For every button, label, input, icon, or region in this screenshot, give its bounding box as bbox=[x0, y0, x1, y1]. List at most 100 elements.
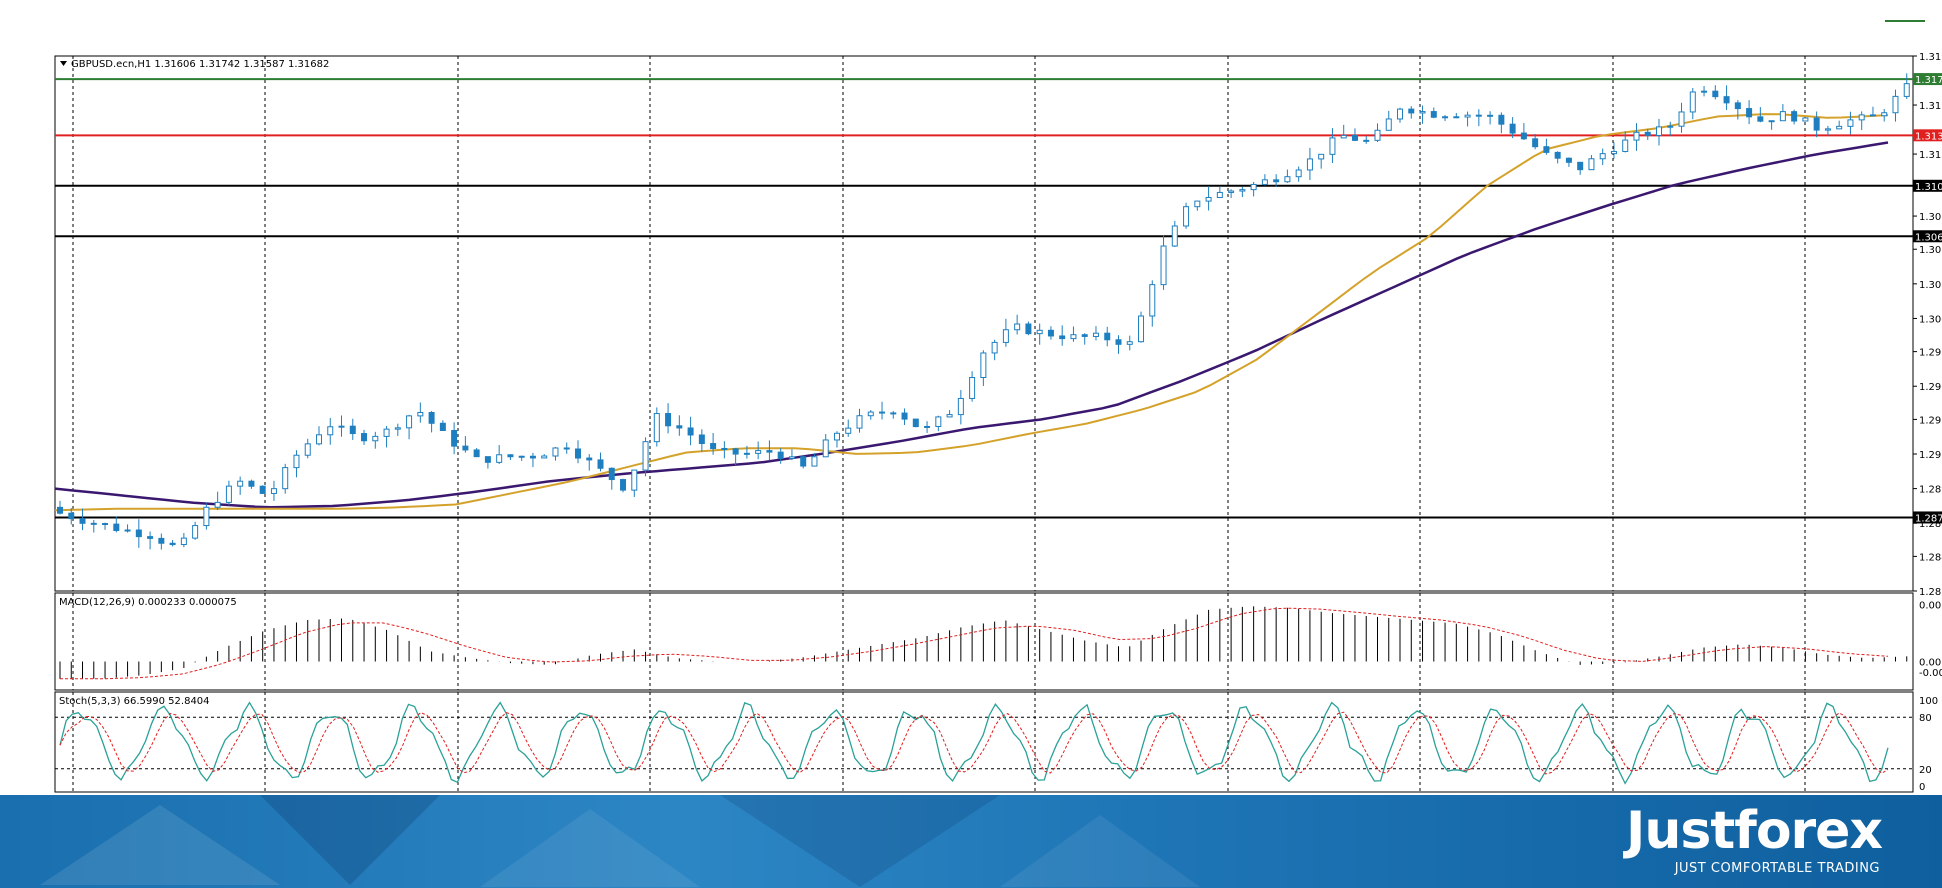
y-tick-label: 1.3056 bbox=[1919, 245, 1942, 256]
bearish-candle bbox=[563, 447, 570, 450]
stochastic-pane-frame bbox=[54, 691, 1914, 793]
bullish-candle bbox=[957, 397, 964, 416]
bearish-candle bbox=[721, 447, 728, 450]
bullish-candle bbox=[1284, 176, 1291, 183]
level-tag-box bbox=[1913, 73, 1942, 86]
bullish-candle bbox=[788, 456, 795, 459]
bearish-candle bbox=[1498, 114, 1505, 125]
bearish-candle bbox=[113, 523, 120, 531]
collapse-arrow-icon[interactable] bbox=[60, 61, 67, 66]
bearish-candle bbox=[1813, 117, 1820, 131]
bullish-candle bbox=[1464, 114, 1471, 118]
level-tag-label: 1.2870 bbox=[1915, 513, 1942, 524]
bullish-candle bbox=[1802, 117, 1809, 122]
stochastic-vertical-grid bbox=[72, 692, 1806, 792]
bearish-candle bbox=[1565, 157, 1572, 163]
bearish-candle bbox=[710, 443, 717, 449]
bullish-candle bbox=[1779, 111, 1786, 122]
y-tick-label: 1.3122 bbox=[1919, 150, 1942, 161]
bullish-candle bbox=[1385, 118, 1392, 131]
y-tick-label: 1.3190 bbox=[1919, 52, 1942, 63]
bullish-candle bbox=[1824, 128, 1831, 131]
stochastic-title: Stoch(5,3,3) 66.5990 52.8404 bbox=[59, 696, 210, 707]
macd-axis: 0.0033 0.00-0.000 bbox=[1919, 600, 1942, 678]
bearish-candle bbox=[597, 459, 604, 469]
macd-y-tick-label: -0.000 bbox=[1919, 668, 1942, 679]
bullish-candle bbox=[203, 506, 210, 527]
bearish-candle bbox=[1757, 116, 1764, 122]
bullish-candle bbox=[1014, 323, 1021, 331]
bearish-candle bbox=[1104, 332, 1111, 341]
price-pane: 1.3190 1.3156 1.3122 1.3079 1.3056 1.3032 1.30… bbox=[54, 52, 1942, 598]
brand-tagline: JUST COMFORTABLE TRADING bbox=[1674, 861, 1880, 876]
bullish-candle bbox=[642, 441, 649, 471]
bearish-candle bbox=[1577, 161, 1584, 171]
horizontal-levels bbox=[55, 78, 1913, 519]
bullish-candle bbox=[1847, 119, 1854, 127]
bullish-candle bbox=[1678, 111, 1685, 127]
bearish-candle bbox=[361, 433, 368, 442]
macd-y-tick-label: 0.0033 bbox=[1919, 600, 1942, 611]
y-tick-label: 1.2914 bbox=[1919, 450, 1942, 461]
y-tick-label: 1.2961 bbox=[1919, 382, 1942, 393]
bullish-candle bbox=[1261, 179, 1268, 185]
bearish-candle bbox=[1408, 108, 1415, 114]
bullish-candle bbox=[1250, 183, 1257, 191]
footer-banner: Justforex JUST COMFORTABLE TRADING bbox=[0, 795, 1942, 888]
bullish-candle bbox=[237, 480, 244, 487]
bearish-candle bbox=[912, 418, 919, 428]
bearish-candle bbox=[462, 445, 469, 451]
y-tick-label: 1.2985 bbox=[1919, 348, 1942, 359]
bullish-candle bbox=[304, 443, 311, 456]
bullish-candle bbox=[383, 428, 390, 437]
bearish-candle bbox=[507, 454, 514, 458]
bearish-candle bbox=[574, 448, 581, 459]
bearish-candle bbox=[1047, 329, 1054, 337]
bullish-candle bbox=[1419, 111, 1426, 114]
brand-logo: Justforex bbox=[1626, 801, 1883, 861]
bearish-candle bbox=[1712, 90, 1719, 98]
bullish-candle bbox=[1610, 150, 1617, 155]
level-tag-label: 1.3174 bbox=[1915, 75, 1942, 86]
macd-pane-frame bbox=[54, 592, 1914, 691]
stochastic-y-tick-label: 100 bbox=[1919, 696, 1938, 707]
bearish-candle bbox=[428, 411, 435, 424]
y-tick-label: 1.2938 bbox=[1919, 415, 1942, 426]
bearish-candle bbox=[620, 479, 627, 491]
bullish-candle bbox=[811, 456, 818, 467]
macd-signal-line bbox=[60, 607, 1889, 680]
bearish-candle bbox=[1509, 123, 1516, 134]
bullish-candle bbox=[845, 427, 852, 434]
y-tick-label: 1.2866 bbox=[1919, 519, 1942, 530]
bullish-candle bbox=[1183, 206, 1190, 227]
bearish-candle bbox=[732, 448, 739, 455]
bullish-candle bbox=[1239, 189, 1246, 192]
bearish-candle bbox=[777, 451, 784, 459]
bearish-candle bbox=[1644, 131, 1651, 136]
bullish-candle bbox=[417, 411, 424, 417]
bearish-candle bbox=[1532, 138, 1539, 148]
bearish-candle bbox=[68, 512, 75, 520]
bullish-candle bbox=[1633, 131, 1640, 141]
bullish-candle bbox=[1329, 137, 1336, 155]
bearish-candle bbox=[665, 413, 672, 427]
bullish-candle bbox=[1487, 114, 1494, 117]
bearish-candle bbox=[484, 456, 491, 463]
bullish-candle bbox=[1622, 139, 1629, 152]
bullish-candle bbox=[293, 454, 300, 469]
slow-moving-average-line bbox=[54, 141, 1889, 509]
bearish-candle bbox=[890, 412, 897, 415]
price-pane-frame bbox=[54, 55, 1914, 592]
bullish-candle bbox=[1002, 329, 1009, 343]
bullish-candle bbox=[1036, 329, 1043, 335]
stochastic-main-line bbox=[59, 701, 1889, 785]
bullish-candle bbox=[1701, 90, 1708, 93]
bearish-candle bbox=[90, 522, 97, 525]
bearish-candle bbox=[698, 434, 705, 445]
stochastic-pane: 100 80 20 0 Stoch(5,3,3) 66.5990 52.8404 bbox=[54, 691, 1938, 793]
vertical-grid bbox=[72, 56, 1806, 591]
stochastic-y-tick-label: 20 bbox=[1919, 765, 1932, 776]
bullish-candle bbox=[653, 413, 660, 443]
bearish-candle bbox=[79, 518, 86, 524]
bullish-candle bbox=[1442, 116, 1449, 119]
